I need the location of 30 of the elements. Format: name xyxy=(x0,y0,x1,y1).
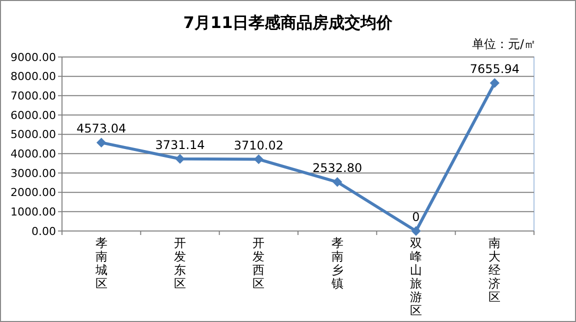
point xyxy=(332,177,342,187)
y-tick-label: 8000.00 xyxy=(10,70,56,84)
data-label: 0 xyxy=(412,210,420,224)
data-label: 7655.94 xyxy=(470,62,520,76)
data-label: 3731.14 xyxy=(155,138,205,152)
point xyxy=(411,226,421,236)
y-tick-label: 4000.00 xyxy=(10,148,56,161)
data-label: 4573.04 xyxy=(76,122,126,136)
x-tick-label: 孝南城区 xyxy=(94,236,108,290)
y-tick-label: 3000.00 xyxy=(10,166,56,180)
y-tick-label: 1000.00 xyxy=(10,206,56,219)
x-tick-label: 孝南乡镇 xyxy=(330,236,344,290)
y-tick-label: 2000.00 xyxy=(10,186,56,200)
point xyxy=(254,154,264,164)
point xyxy=(175,154,185,164)
y-tick-label: 9000.00 xyxy=(10,50,56,64)
y-tick-label: 5000.00 xyxy=(10,128,56,142)
point xyxy=(490,78,500,88)
chart-subtitle: 单位：元/㎡ xyxy=(472,37,536,51)
x-tick-label: 开发东区 xyxy=(174,236,186,290)
y-tick-label: 7000.00 xyxy=(10,90,56,103)
data-label: 2532.80 xyxy=(312,161,362,176)
point xyxy=(96,138,106,148)
x-tick-label: 南大经济区 xyxy=(488,236,501,304)
y-tick-label: 6000.00 xyxy=(10,108,56,122)
x-tick-label: 双峰山旅游区 xyxy=(410,236,422,318)
x-tick-label: 开发西区 xyxy=(252,236,265,290)
y-tick-label: 0.00 xyxy=(32,224,56,238)
data-label: 3710.02 xyxy=(234,138,284,152)
chart-title: 7月11日孝感商品房成交均价 xyxy=(183,13,394,32)
